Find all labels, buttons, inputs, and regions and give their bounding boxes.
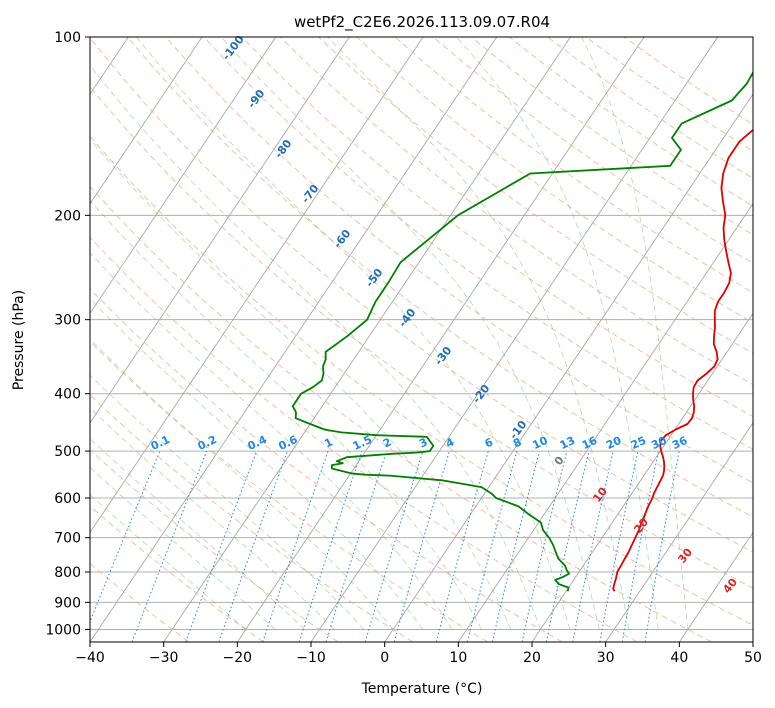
mixing-ratio-line (521, 450, 568, 642)
x-tick-label: 0 (380, 650, 389, 666)
dry-adiabat (90, 236, 638, 642)
isotherm-line (678, 531, 753, 642)
y-tick-label: 200 (54, 208, 81, 224)
moist-adiabat (90, 64, 541, 630)
mixing-ratio-line (298, 450, 363, 642)
moist-adiabat (90, 466, 276, 630)
x-tick-label: −40 (75, 650, 105, 666)
isotherm-line (531, 312, 753, 642)
data-series (291, 70, 753, 592)
background-lines (0, 37, 753, 642)
temperature-profile (612, 128, 753, 592)
dry-adiabat (127, 37, 753, 518)
moist-adiabat (90, 252, 453, 630)
mixing-ratio-label: 13 (558, 434, 577, 452)
mixing-ratio-label: 25 (629, 434, 648, 452)
mixing-ratio-label: 16 (580, 434, 600, 452)
mixing-ratio-label: 10 (530, 434, 550, 452)
x-tick-label: 40 (670, 650, 688, 666)
mixing-ratio-line (393, 450, 450, 642)
isotherm-line (310, 37, 719, 642)
y-tick-label: 400 (54, 387, 81, 403)
moist-adiabat (581, 37, 689, 630)
y-axis-label: Pressure (hPa) (11, 290, 27, 390)
dry-adiabat (318, 37, 753, 354)
isotherm-line (384, 93, 753, 642)
moist-adiabat (135, 37, 571, 630)
mixing-ratio-label: 36 (670, 434, 690, 452)
mixing-ratio-line (131, 450, 208, 642)
moist-adiabat (456, 37, 659, 630)
mixing-ratio-line (364, 450, 424, 642)
x-tick-label: −30 (149, 650, 179, 666)
y-tick-label: 700 (54, 531, 81, 547)
mixing-ratio-line (545, 450, 590, 642)
dry-adiabat (90, 86, 753, 589)
moist-adiabat (90, 407, 335, 630)
y-tick-label: 300 (54, 313, 81, 329)
axes: −40 −30 −20 −10 0 10 20 30 40 50 100 200 300 400 500 60… (45, 30, 762, 666)
isotherm-line (605, 422, 753, 642)
mixing-ratio-label: 20 (604, 434, 624, 452)
mixing-ratio-line (218, 450, 288, 642)
mixing-ratio-line (185, 450, 258, 642)
x-axis-label: Temperature (°C) (361, 681, 483, 697)
y-tick-label: 900 (54, 595, 81, 611)
y-tick-label: 800 (54, 565, 81, 581)
moist-adiabat (90, 438, 305, 630)
mixing-ratio-line (435, 450, 489, 642)
mixing-ratio-line (467, 450, 518, 642)
isotherm-line (236, 37, 645, 642)
plot-frame (89, 36, 754, 643)
y-tick-label: 100 (54, 30, 81, 46)
moist-adiabat (220, 37, 600, 630)
isotherm-line (90, 37, 424, 534)
y-tick-label: 500 (54, 444, 81, 460)
isotherm-line (752, 641, 753, 642)
isotherm-line (90, 37, 498, 642)
y-tick-label: 600 (54, 491, 81, 507)
x-tick-label: 30 (597, 650, 615, 666)
mixing-ratio-line (262, 450, 329, 642)
moist-adiabat (90, 494, 247, 630)
moist-adiabat (327, 37, 630, 630)
x-tick-label: 20 (523, 650, 541, 666)
isotherm-line (457, 202, 753, 642)
x-tick-label: 50 (744, 650, 762, 666)
y-tick-label: 1000 (45, 622, 81, 638)
dewpoint-profile (291, 70, 753, 592)
isotherm-line (0, 37, 55, 642)
moist-adiabat (90, 298, 423, 630)
mixing-ratio-label: 30 (649, 434, 669, 452)
plot-background (90, 37, 753, 642)
isotherm-line (90, 37, 350, 424)
dry-adiabat (279, 37, 753, 386)
dry-adiabat (241, 37, 753, 418)
x-tick-label: −20 (223, 650, 253, 666)
dry-adiabat (90, 37, 753, 553)
dry-adiabat (90, 288, 563, 642)
dry-adiabat (90, 505, 264, 642)
dry-adiabat (90, 185, 712, 642)
moist-adiabat (90, 199, 482, 630)
moist-adiabat (90, 338, 394, 630)
x-tick-label: −10 (296, 650, 326, 666)
dry-adiabat (90, 340, 488, 642)
moist-adiabat (90, 374, 364, 630)
mixing-ratio-line (325, 450, 388, 642)
x-tick-label: 10 (449, 650, 467, 666)
isotherm-line (90, 37, 277, 315)
dry-adiabat (90, 135, 753, 626)
isotherm-line (163, 37, 571, 642)
mixing-ratio-line (491, 450, 541, 642)
chart-title: wetPf2_C2E6.2026.113.09.07.R04 (294, 13, 550, 32)
mixing-ratio-line (90, 450, 161, 623)
